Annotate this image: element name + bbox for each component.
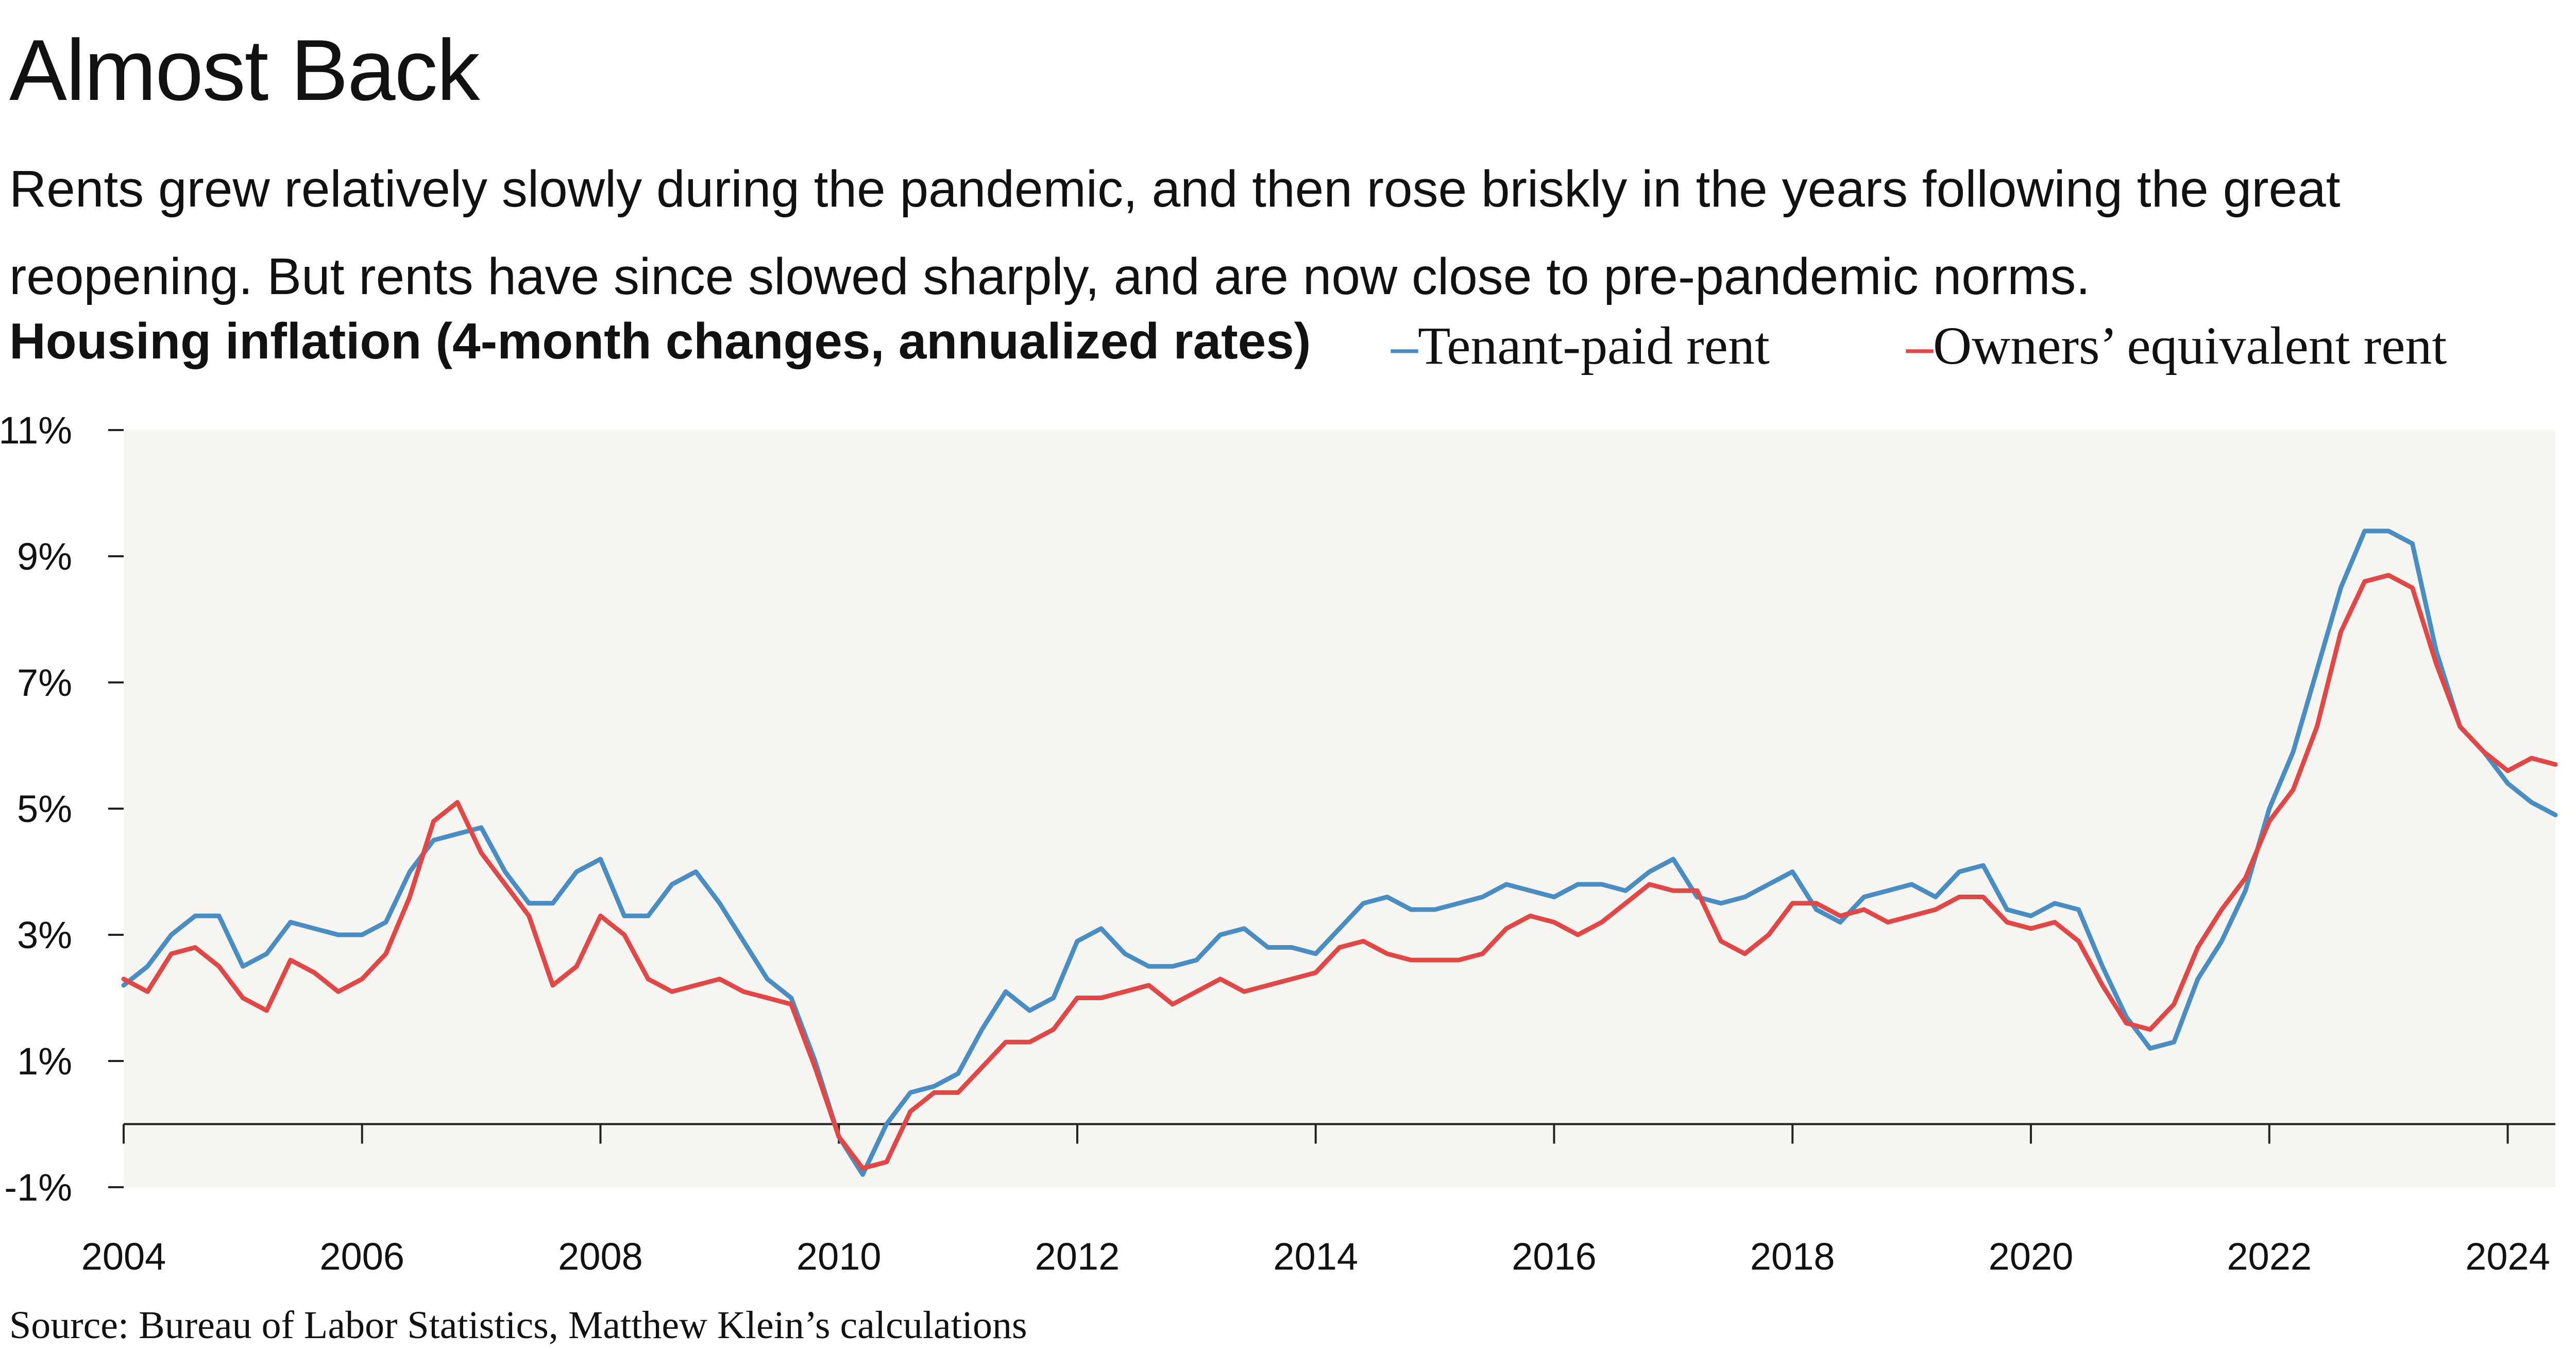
- x-tick-label-2004: 2004: [81, 1235, 166, 1278]
- series-line-owners-equivalent-rent: [121, 573, 2558, 1171]
- x-tick-label-2020: 2020: [1989, 1235, 2074, 1278]
- x-tick-label-2012: 2012: [1035, 1235, 1120, 1278]
- x-tick-label-2016: 2016: [1512, 1235, 1597, 1278]
- x-tick-label-2008: 2008: [558, 1235, 643, 1278]
- legend-entry-tenant-paid-rent: –Tenant-paid rent: [1391, 315, 1770, 376]
- source-note: Source: Bureau of Labor Statistics, Matt…: [9, 1304, 1027, 1347]
- y-axis-ticks: 11% 9% 7% 5% 3% 1% -1%: [0, 409, 124, 1209]
- y-tick-label-3: 3%: [17, 914, 72, 956]
- x-axis-ticks: 2004 2006 2008 2010 2012 2014 2016 2018 2020 2022…: [81, 1124, 2550, 1278]
- legend-label-owners-equivalent-rent: –Owners’ equivalent rent: [1906, 316, 2447, 375]
- y-tick-label-7: 7%: [17, 661, 72, 704]
- x-tick-label-2010: 2010: [796, 1235, 882, 1278]
- chart-title: Almost Back: [9, 22, 480, 118]
- series-lines: [121, 528, 2558, 1177]
- x-tick-label-2022: 2022: [2227, 1235, 2312, 1278]
- y-tick-label-1: 1%: [17, 1040, 72, 1083]
- y-tick-label--1: -1%: [4, 1166, 72, 1209]
- series-line-tenant-paid-rent: [121, 528, 2558, 1177]
- y-tick-label-5: 5%: [17, 788, 72, 830]
- plot-background: [124, 430, 2555, 1187]
- x-tick-label-2018: 2018: [1750, 1235, 1835, 1278]
- x-tick-label-2006: 2006: [319, 1235, 404, 1278]
- chart-subtitle: Rents grew relatively slowly during the …: [9, 160, 2341, 305]
- y-tick-label-11: 11%: [0, 409, 72, 452]
- y-tick-label-9: 9%: [17, 535, 72, 578]
- legend-entry-owners-equivalent-rent: –Owners’ equivalent rent: [1906, 315, 2447, 376]
- x-tick-label-2014: 2014: [1273, 1235, 1358, 1278]
- chart-heading: Housing inflation (4-month changes, annu…: [9, 313, 1311, 369]
- legend-label-tenant-paid-rent: –Tenant-paid rent: [1391, 316, 1770, 375]
- x-tick-label-2024: 2024: [2465, 1235, 2550, 1278]
